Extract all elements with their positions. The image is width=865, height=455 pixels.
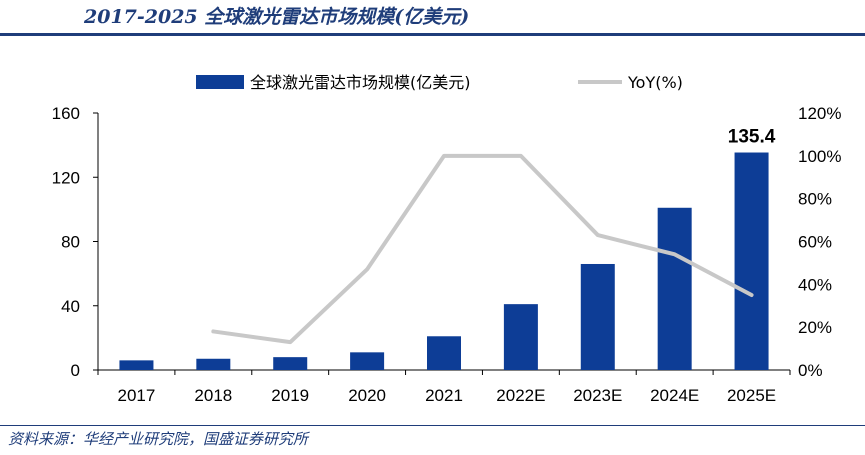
bar (273, 357, 308, 370)
legend-label-bar: 全球激光雷达市场规模(亿美元) (250, 73, 471, 92)
x-tick-label: 2020 (348, 386, 386, 405)
y-right-tick-label: 40% (798, 275, 832, 294)
bar-series (119, 152, 769, 370)
x-tick-label: 2021 (425, 386, 463, 405)
y-right-tick-label: 80% (798, 190, 832, 209)
y-right-tick-label: 100% (798, 147, 841, 166)
x-tick-label: 2019 (271, 386, 309, 405)
chart-axes: 0 40 80 120 160 0% 20% 40% 60% 80% 100% 120% 2017 201… (52, 104, 842, 405)
bar (427, 336, 461, 370)
y-left-tick-label: 40 (61, 297, 80, 316)
bar (657, 207, 692, 370)
chart-labels: 135.4 (728, 127, 776, 148)
bar (503, 304, 538, 370)
x-tick-label: 2025E (727, 386, 776, 405)
legend-label-line: YoY(%) (627, 73, 683, 92)
legend-swatch-bar (196, 75, 244, 89)
y-left-tick-label: 120 (52, 168, 80, 187)
x-tick-label: 2017 (118, 386, 156, 405)
bar (580, 263, 615, 370)
bar (196, 358, 231, 370)
x-tick-label: 2023E (573, 386, 622, 405)
chart-legend: 全球激光雷达市场规模(亿美元) YoY(%) (196, 73, 683, 92)
y-left-tick-label: 80 (61, 233, 80, 252)
yoy-line-series (211, 153, 754, 345)
x-tick-label: 2024E (650, 386, 699, 405)
bar (119, 360, 154, 370)
chart-canvas: 0 40 80 120 160 0% 20% 40% 60% 80% 100% 120% 2017 201… (52, 73, 842, 405)
bar (350, 352, 385, 370)
data-label: 135.4 (728, 127, 776, 148)
chart-title: 2017-2025 全球激光雷达市场规模(亿美元) (84, 6, 470, 28)
footer-divider (0, 425, 865, 426)
source-note: 资料来源：华经产业研究院，国盛证券研究所 (8, 430, 309, 448)
title-divider (0, 33, 865, 36)
y-left-tick-label: 160 (52, 104, 80, 123)
y-left-tick-label: 0 (71, 361, 80, 380)
x-tick-label: 2018 (194, 386, 232, 405)
y-right-tick-label: 60% (798, 233, 832, 252)
x-tick-label: 2022E (496, 386, 545, 405)
yoy-line (211, 153, 754, 345)
bar (734, 152, 769, 370)
y-right-tick-label: 0% (798, 361, 823, 380)
y-right-tick-label: 20% (798, 318, 832, 337)
y-right-tick-label: 120% (798, 104, 841, 123)
